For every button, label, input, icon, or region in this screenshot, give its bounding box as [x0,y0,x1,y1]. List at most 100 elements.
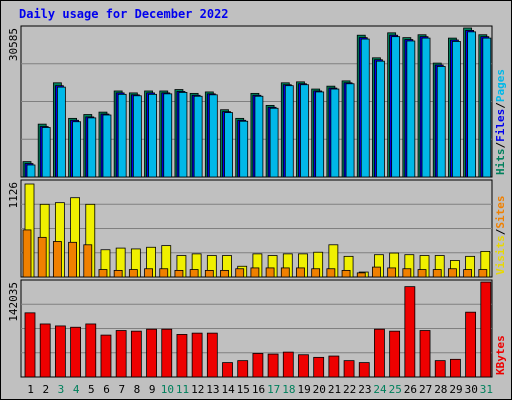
bar-kbytes [191,332,203,378]
bar-pages [284,85,294,178]
bar-sites [296,267,305,278]
bar-kbytes [39,323,51,378]
day-label: 26 [404,383,417,396]
bar-pages [360,38,370,178]
bar-sites [463,269,473,278]
bar-sites [432,269,442,278]
bar-pages [132,95,142,178]
day-label: 14 [221,383,235,396]
day-label: 16 [252,383,265,396]
bar-sites [448,268,457,278]
bar-sites [83,244,93,278]
bar-pages [41,127,51,178]
legend-middle: Visits/Sites [494,196,507,276]
bar-pages [224,112,233,178]
day-label: 24 [373,383,387,396]
bar-pages [26,164,36,178]
bar-sites [311,268,321,278]
bar-sites [387,267,397,278]
bar-kbytes [282,351,294,378]
day-label: 27 [419,383,432,396]
legend-entry: KBytes [494,335,507,375]
bar-kbytes [313,356,325,378]
bar-pages [315,91,325,178]
bar-pages [72,121,81,178]
bar-pages [467,31,477,178]
bar-sites [326,268,336,278]
bar-pages [376,60,385,178]
day-label: 12 [191,383,204,396]
legend-entry: / [494,228,507,235]
day-label: 9 [149,383,156,396]
bar-sites [98,269,108,278]
legend-entry: Pages [494,69,507,102]
bar-kbytes [480,281,492,378]
bar-pages [239,120,249,178]
bar-pages [482,37,492,178]
bar-pages [163,93,173,178]
bar-sites [22,229,32,278]
bar-kbytes [328,355,340,378]
bar-kbytes [130,330,142,378]
bar-pages [300,84,309,178]
day-label: 23 [358,383,371,396]
panel-hits-files-pages: 30585 Hits/Files/Pages [7,25,507,178]
bar-kbytes [465,311,477,378]
bar-kbytes [434,360,446,378]
bar-kbytes [70,326,81,378]
bar-kbytes [252,353,264,378]
day-label: 22 [343,383,356,396]
bar-kbytes [24,312,36,378]
bar-kbytes [222,362,233,378]
day-label: 6 [103,383,110,396]
bar-sites [189,269,199,278]
day-label: 7 [118,383,125,396]
day-label: 3 [58,383,65,396]
day-label: 20 [313,383,326,396]
bar-kbytes [100,334,112,378]
bar-pages [87,117,97,178]
bar-pages [117,93,127,178]
bar-kbytes [374,328,385,378]
bar-sites [235,268,245,278]
day-label: 15 [237,383,250,396]
day-label: 17 [267,383,280,396]
bar-pages [178,92,188,178]
bar-pages [56,86,66,178]
bar-pages [421,37,431,178]
bar-sites [341,269,351,278]
bar-sites [478,269,488,278]
day-label: 4 [73,383,80,396]
bar-sites [174,269,184,278]
day-labels: 1 2 3 4 5 6 7 8 9 10 11 12 13 14 15 16 17 18 19 20 21 22 23 24 2… [27,383,493,396]
day-label: 19 [297,383,310,396]
bar-sites [250,267,260,278]
bar-kbytes [206,332,218,378]
day-label: 2 [42,383,49,396]
legend-entry: Visits [494,235,507,275]
bar-pages [391,36,401,178]
bar-sites [220,269,229,278]
day-label: 25 [389,383,402,396]
bar-pages [345,83,355,178]
legend-entry: Sites [494,196,507,229]
bar-kbytes [343,360,355,378]
bar-sites [280,267,290,278]
legend-entry: / [494,142,507,149]
day-label: 21 [328,383,341,396]
legend-entry: Files [494,109,507,142]
bar-kbytes [267,353,279,378]
day-label: 31 [480,383,493,396]
bar-sites [52,241,62,278]
bar-kbytes [161,328,173,378]
bar-pages [193,95,203,178]
legend-entry: / [494,102,507,109]
bar-sites [417,269,427,278]
bar-kbytes [54,325,66,378]
bar-pages [148,93,157,178]
day-label: 1 [27,383,34,396]
chart-title: Daily usage for December 2022 [19,7,229,21]
y-max-tick-label: 30585 [7,28,20,61]
legend-top: Hits/Files/Pages [494,69,507,175]
